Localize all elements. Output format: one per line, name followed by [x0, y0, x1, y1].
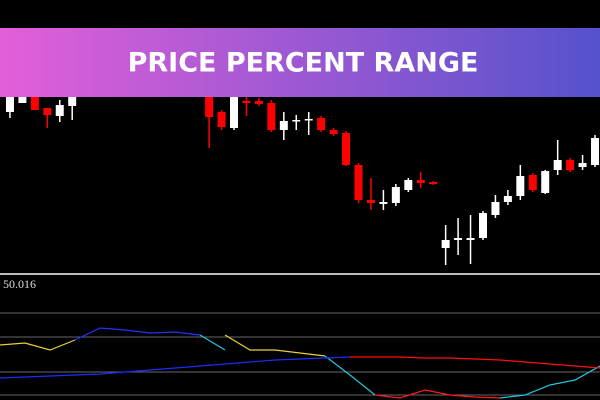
candle-body	[379, 202, 388, 204]
indicator-panel	[0, 312, 600, 399]
indicator-line	[74, 327, 201, 341]
price-panel	[5, 92, 600, 265]
candle-body	[478, 213, 487, 238]
candle-body	[466, 238, 475, 240]
candle-body	[441, 240, 450, 248]
candle-body	[454, 238, 463, 240]
candle-body	[366, 200, 375, 203]
candle-body	[292, 120, 301, 122]
candle-body	[205, 97, 214, 117]
candle-body	[242, 101, 251, 103]
candle-body	[304, 119, 313, 121]
candle-body	[528, 175, 537, 190]
candle-body	[391, 187, 400, 203]
candle-body	[429, 182, 438, 184]
indicator-line	[0, 334, 326, 357]
candle-body	[553, 160, 562, 170]
candle-body	[317, 118, 326, 130]
candle-body	[5, 97, 14, 112]
candle-body	[566, 160, 575, 170]
candle-body	[578, 163, 587, 167]
candle-body	[30, 97, 39, 110]
chart-title: PRICE PERCENT RANGE	[128, 48, 479, 79]
indicator-line	[0, 356, 351, 379]
candle-body	[591, 138, 600, 165]
candle-body	[279, 121, 288, 130]
candle-body	[18, 97, 27, 103]
candle-body	[267, 103, 276, 130]
title-banner	[0, 28, 600, 97]
candle-body	[516, 176, 525, 196]
candle-body	[55, 105, 64, 116]
candle-body	[329, 130, 338, 134]
indicator-value: 50.016	[3, 277, 36, 291]
candle-body	[404, 180, 413, 190]
candle-body	[342, 133, 351, 165]
candle-body	[541, 171, 550, 193]
candle-body	[43, 108, 52, 115]
indicator-line	[199, 334, 600, 399]
candle-body	[230, 97, 239, 128]
candle-body	[503, 196, 512, 202]
candle-body	[354, 165, 363, 200]
candle-body	[68, 97, 77, 106]
candle-body	[416, 180, 425, 183]
candle-body	[254, 101, 263, 104]
candle-body	[217, 112, 226, 127]
candle-body	[491, 202, 500, 215]
indicator-line	[374, 389, 501, 399]
indicator-line	[350, 356, 600, 369]
